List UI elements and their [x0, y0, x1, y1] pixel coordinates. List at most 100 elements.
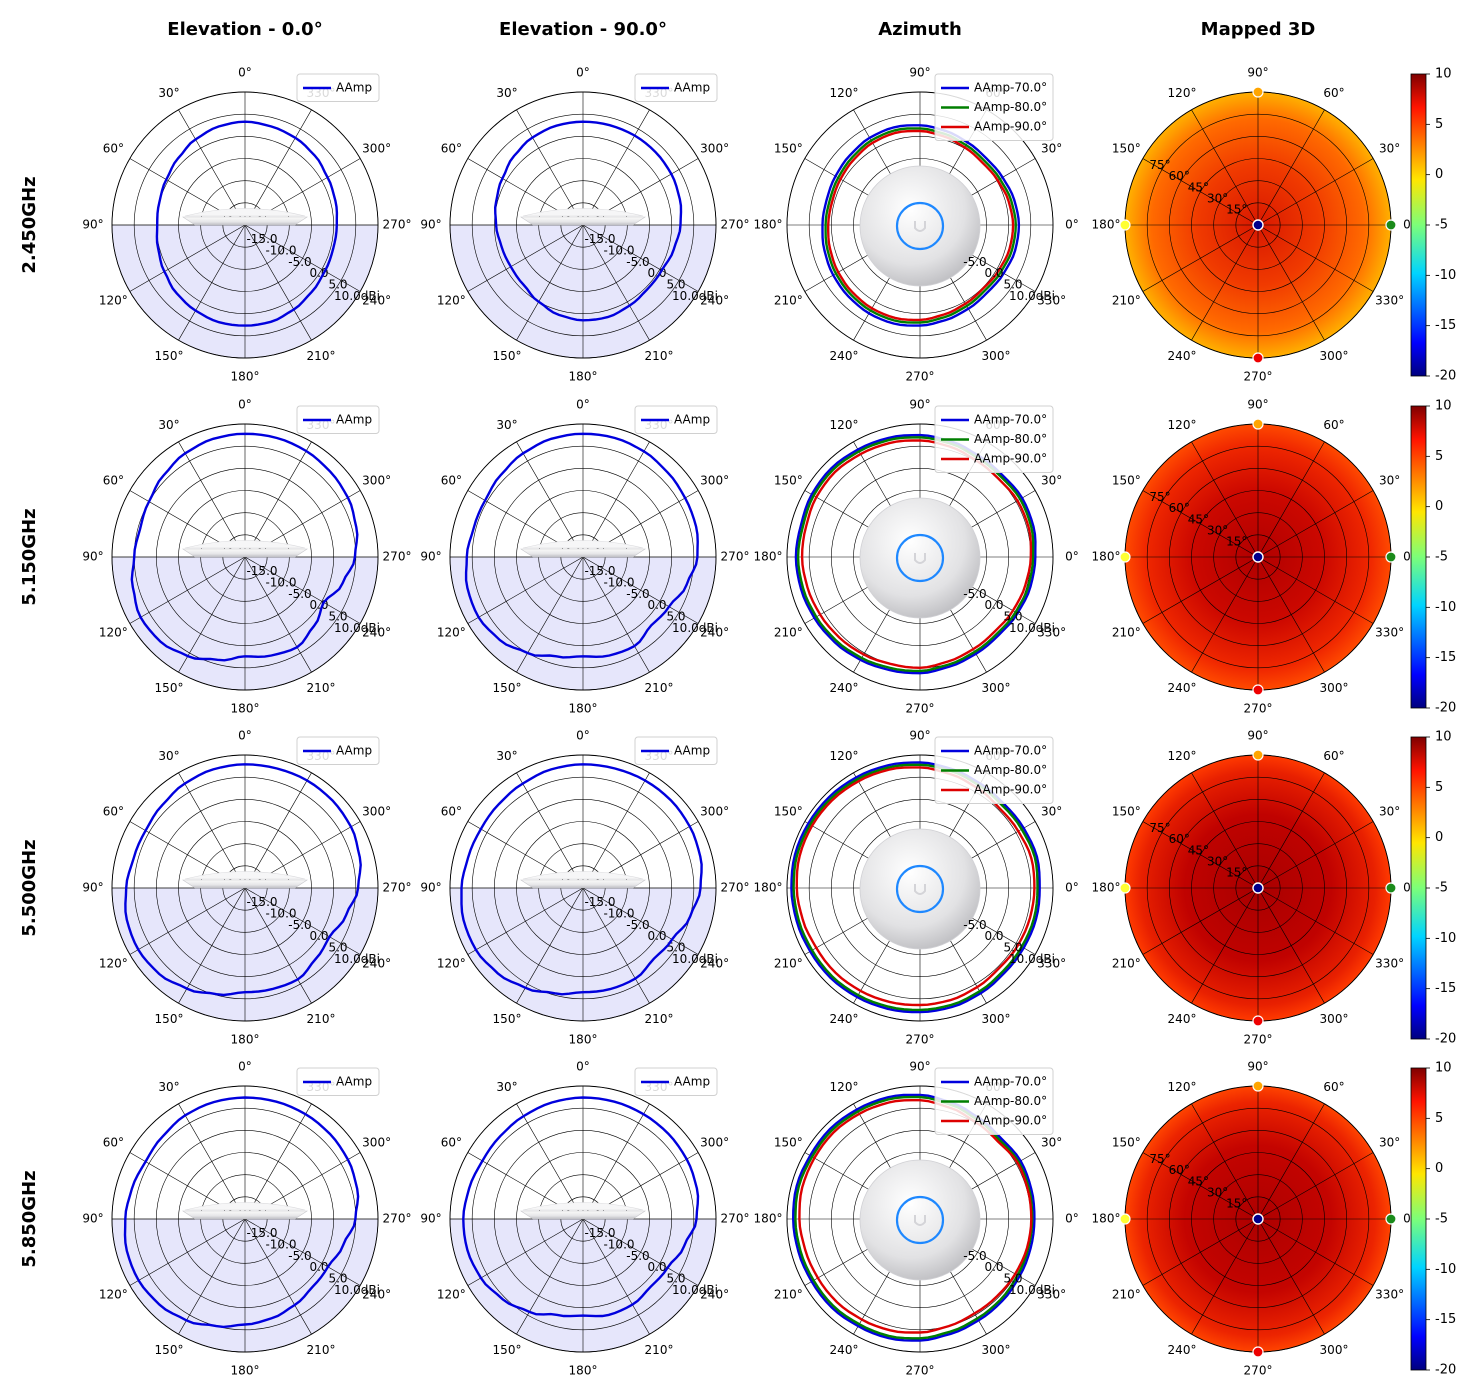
grid-spoke: [1142, 887, 1259, 955]
angle-tick-label: 180°: [569, 1364, 598, 1378]
radial-tick-label: 10.0dBi: [672, 289, 718, 303]
elevation-panel: 0°30°60°90°120°150°180°210°240°270°300°3…: [420, 66, 749, 384]
angle-tick-label: 180°: [231, 1033, 260, 1047]
colorbar-tick-label: -5: [1435, 550, 1448, 565]
colorbar-tick-label: -15: [1435, 981, 1456, 996]
outer-ring: [786, 1085, 1054, 1353]
grid-spoke: [1191, 1103, 1259, 1220]
angle-tick-label: 300°: [1320, 349, 1349, 363]
legend-label: AAmp-70.0°: [974, 1075, 1047, 1089]
device-logo: [914, 553, 926, 564]
zenith-marker-dot: [1252, 1213, 1264, 1225]
angle-tick-label: 30°: [1041, 142, 1062, 156]
angle-tick-label: 120°: [1168, 749, 1197, 763]
elevation-ring-label: 45°: [1188, 1174, 1209, 1188]
angle-tick-label: 120°: [437, 294, 466, 308]
grid-spoke: [1257, 556, 1374, 624]
grid-spoke: [516, 224, 584, 341]
device-top-dome: [184, 871, 306, 880]
angle-tick-label: 300°: [1320, 681, 1349, 695]
radial-tick-label: -10.0: [603, 575, 634, 589]
mapped-3d-panel: 0°30°60°90°120°150°180°210°240°270°300°3…: [1092, 729, 1457, 1047]
angle-tick-label: 60°: [441, 1136, 462, 1150]
legend-label: AAmp-70.0°: [974, 744, 1047, 758]
row-title: 5.850GHz: [19, 1170, 40, 1267]
grid-spoke: [1257, 821, 1374, 889]
radial-tick-label: -15.0: [246, 232, 277, 246]
elevation-panel: 0°30°60°90°120°150°180°210°240°270°300°3…: [82, 398, 411, 716]
row-title: 2.450GHz: [19, 176, 40, 273]
angle-tick-label: 60°: [103, 805, 124, 819]
angle-tick-label: 300°: [1320, 1012, 1349, 1026]
angle-tick-label: 90°: [909, 729, 930, 743]
angle-tick-label: 210°: [307, 1343, 336, 1357]
angle-tick-label: 120°: [437, 957, 466, 971]
colorbar-tick-label: -10: [1435, 931, 1456, 946]
legend-label: AAmp-80.0°: [974, 432, 1047, 446]
legend-label: AAmp: [674, 1075, 710, 1089]
angle-tick-label: 180°: [754, 881, 783, 895]
row-title: 5.500GHz: [19, 839, 40, 936]
legend-box: [296, 1067, 380, 1096]
angle-tick-label: 180°: [231, 1364, 260, 1378]
device-side-view: [520, 216, 646, 226]
elevation-ring-label: 45°: [1188, 180, 1209, 194]
device-top-view: [859, 497, 981, 619]
legend-label: AAmp: [674, 413, 710, 427]
elevation-ring-label: 15°: [1226, 534, 1247, 548]
legend-box: [634, 1067, 718, 1096]
legend-box: [634, 736, 718, 765]
grid-spoke: [129, 224, 246, 292]
angle-tick-label: 300°: [362, 805, 391, 819]
grid-spoke: [1191, 224, 1259, 341]
angle-tick-label: 210°: [307, 1012, 336, 1026]
grid-spoke: [244, 224, 361, 292]
grid-spoke: [178, 556, 246, 673]
angle-tick-label: 90°: [909, 66, 930, 80]
angle-tick-label: 240°: [1168, 349, 1197, 363]
angle-tick-label: 30°: [1041, 1136, 1062, 1150]
angle-tick-label: 180°: [1092, 218, 1121, 232]
radial-tick-label: 5.0: [666, 610, 685, 624]
colorbar-tick-label: 0: [1435, 830, 1443, 845]
angle-tick-label: 90°: [1247, 66, 1268, 80]
angle-tick-label: 90°: [82, 881, 103, 895]
angle-tick-label: 0°: [1065, 1212, 1079, 1226]
angle-tick-label: 330°: [1037, 626, 1066, 640]
radial-tick-label: -5.0: [963, 918, 986, 932]
radial-tick-label: -5.0: [963, 255, 986, 269]
radial-tick-label: -5.0: [288, 587, 311, 601]
legend-label: AAmp-90.0°: [974, 452, 1047, 466]
angle-tick-label: 240°: [700, 1288, 729, 1302]
grid-spoke: [467, 224, 584, 292]
angle-tick-label: 210°: [645, 1343, 674, 1357]
legend-box: [296, 736, 380, 765]
grid-spoke: [1191, 441, 1259, 558]
angle-tick-label: 240°: [362, 957, 391, 971]
grid-spoke: [516, 1218, 584, 1335]
grid-spoke: [582, 109, 650, 226]
radial-tick-label: -5.0: [626, 255, 649, 269]
grid-spoke: [1257, 490, 1374, 558]
radial-tick-label: -10.0: [265, 906, 296, 920]
angle-tick-label: 240°: [1168, 1012, 1197, 1026]
angle-tick-label: 300°: [362, 474, 391, 488]
angle-tick-label: 150°: [493, 681, 522, 695]
angle-tick-label: 300°: [362, 1136, 391, 1150]
device-logo: [914, 884, 926, 895]
angle-tick-label: 240°: [830, 349, 859, 363]
angle-tick-label: 270°: [383, 218, 412, 232]
colorbar-tick-label: 10: [1435, 730, 1452, 745]
angle-tick-label: 150°: [774, 474, 803, 488]
angle-tick-label: 30°: [158, 749, 179, 763]
radial-tick-label: -5.0: [626, 1249, 649, 1263]
angle-tick-label: 300°: [982, 681, 1011, 695]
radial-tick-label: 10.0dBi: [1009, 621, 1055, 635]
grid-spoke: [1142, 556, 1259, 624]
grid-spoke: [1257, 1152, 1374, 1220]
angle-tick-label: 150°: [155, 349, 184, 363]
device-led-ring: [895, 1195, 945, 1245]
angle-tick-label: 90°: [420, 881, 441, 895]
grid-spoke: [582, 556, 699, 624]
device-top-dome: [522, 871, 644, 880]
